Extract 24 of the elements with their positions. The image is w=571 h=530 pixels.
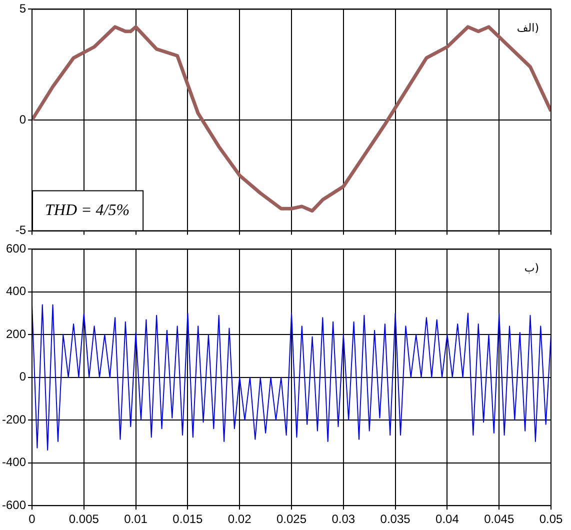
x-tick-label: 0 bbox=[28, 512, 36, 526]
y-tick-label: 0 bbox=[19, 370, 26, 384]
y-tick-label: 0 bbox=[19, 112, 26, 126]
annotation: THD = 4/5% bbox=[45, 202, 130, 220]
y-tick-label: 400 bbox=[6, 284, 26, 298]
x-tick-label: 0.045 bbox=[484, 512, 514, 526]
x-tick-label: 0.02 bbox=[228, 512, 252, 526]
y-tick-label: 600 bbox=[6, 242, 26, 256]
y-tick-label: -600 bbox=[2, 498, 26, 512]
annotation: ب) bbox=[524, 262, 539, 275]
annotation: الف) bbox=[516, 22, 539, 35]
x-tick-label: 0.005 bbox=[68, 512, 100, 526]
x-tick-label: 0.05 bbox=[539, 512, 563, 526]
x-tick-label: 0.01 bbox=[124, 512, 148, 526]
x-tick-label: 0.03 bbox=[332, 512, 356, 526]
x-tick-label: 0.035 bbox=[380, 512, 411, 526]
y-tick-label: 5 bbox=[19, 2, 26, 16]
x-tick-label: 0.015 bbox=[172, 512, 204, 526]
y-tick-label: -400 bbox=[2, 455, 26, 470]
y-tick-label: -5 bbox=[15, 223, 26, 238]
y-tick-label: -200 bbox=[2, 412, 26, 426]
x-tick-label: 0.025 bbox=[276, 512, 307, 526]
y-tick-label: 200 bbox=[6, 326, 26, 341]
x-tick-label: 0.04 bbox=[436, 512, 460, 526]
